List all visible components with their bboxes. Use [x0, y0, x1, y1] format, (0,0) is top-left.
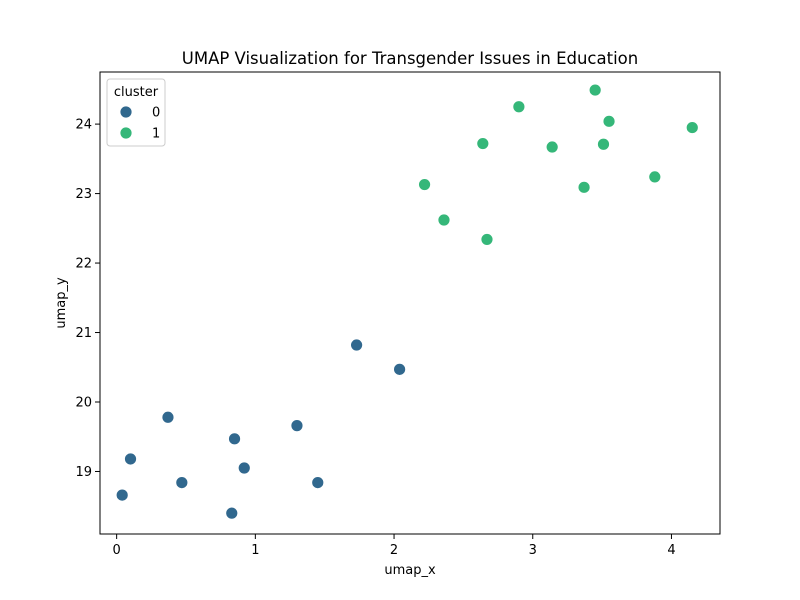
- legend-marker-1: [119, 126, 133, 140]
- scatter-point-cluster-0: [225, 506, 239, 520]
- chart-title: UMAP Visualization for Transgender Issue…: [182, 49, 638, 68]
- plot-frame: [99, 71, 721, 535]
- scatter-point-cluster-0: [228, 432, 241, 446]
- scatter-point-cluster-1: [545, 140, 559, 154]
- scatter-point-cluster-0: [124, 452, 137, 466]
- scatter-point-cluster-1: [648, 170, 662, 184]
- x-tick-label: 1: [251, 543, 259, 558]
- scatter-point-cluster-1: [476, 137, 490, 150]
- y-tick-label: 19: [75, 465, 92, 480]
- scatter-point-cluster-0: [175, 476, 189, 489]
- scatter-point-cluster-1: [512, 100, 526, 114]
- legend: cluster 0 1: [106, 78, 166, 147]
- x-tick-label: 4: [667, 543, 675, 558]
- legend-label-1: 1: [152, 127, 160, 142]
- scatter-point-cluster-1: [437, 213, 451, 227]
- scatter-point-cluster-1: [418, 178, 431, 191]
- y-axis-label: umap_y: [54, 277, 69, 329]
- scatter-point-cluster-0: [290, 419, 304, 433]
- scatter-point-cluster-0: [161, 410, 175, 424]
- scatter-point-cluster-0: [393, 362, 406, 376]
- scatter-point-cluster-0: [115, 488, 129, 502]
- points-layer: [115, 83, 699, 520]
- scatter-point-cluster-1: [480, 233, 494, 246]
- x-tick-label: 3: [529, 543, 537, 558]
- y-tick-label: 20: [75, 396, 92, 411]
- x-tick-label: 2: [390, 543, 398, 558]
- x-tick-label: 0: [113, 543, 121, 558]
- legend-title: cluster: [114, 85, 159, 100]
- scatter-point-cluster-0: [237, 461, 251, 475]
- legend-marker-0: [119, 105, 133, 119]
- scatter-point-cluster-1: [597, 137, 610, 151]
- y-tick-label: 21: [75, 326, 92, 341]
- y-tick-label: 24: [75, 118, 92, 133]
- scatter-point-cluster-0: [311, 476, 325, 489]
- scatter-point-cluster-1: [577, 180, 591, 194]
- scatter-point-cluster-1: [588, 83, 602, 97]
- y-tick-label: 23: [75, 187, 92, 202]
- scatter-point-cluster-1: [602, 114, 616, 128]
- x-axis-label: umap_x: [384, 563, 436, 578]
- scatter-point-cluster-0: [350, 338, 363, 352]
- scatter-point-cluster-1: [685, 121, 699, 134]
- y-tick-label: 22: [75, 257, 92, 272]
- plot-area: [100, 72, 720, 534]
- legend-label-0: 0: [152, 106, 160, 121]
